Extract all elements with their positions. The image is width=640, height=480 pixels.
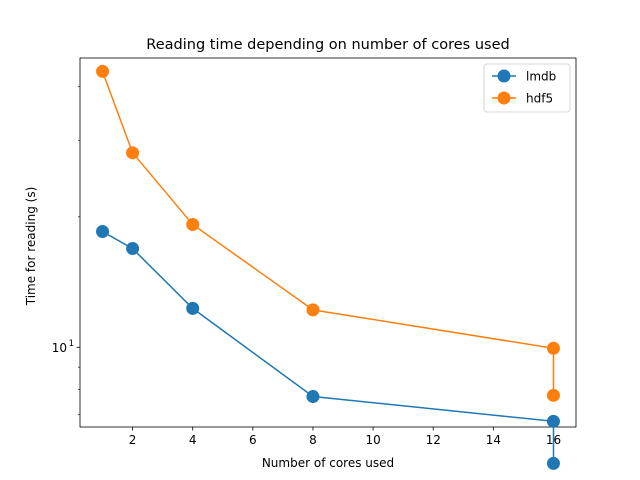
axes-frame: [79, 57, 577, 428]
x-tick-label: 8: [309, 433, 317, 447]
data-point-lmdb: [126, 242, 140, 256]
x-tick-label: 12: [426, 433, 441, 447]
data-point-hdf5: [186, 218, 200, 232]
data-point-hdf5: [126, 146, 140, 160]
legend-marker-hdf5: [497, 91, 511, 105]
series-line-hdf5: [101, 71, 555, 396]
data-point-hdf5: [546, 341, 560, 355]
legend: lmdb hdf5: [483, 63, 571, 113]
series-line-lmdb: [102, 230, 555, 464]
x-tick-label: 4: [189, 433, 197, 447]
data-point-lmdb: [306, 390, 320, 404]
data-point-lmdb: [96, 225, 110, 239]
data-point-lmdb: [546, 456, 560, 470]
x-tick-label: 10: [365, 433, 380, 447]
data-point-hdf5: [306, 303, 320, 317]
legend-label-hdf5: hdf5: [526, 92, 553, 106]
y-axis-label: Time for reading (s): [24, 187, 38, 307]
data-point-hdf5: [96, 64, 110, 78]
x-tick-label: 2: [129, 433, 137, 447]
data-point-hdf5: [546, 388, 560, 402]
y-tick-label: 10: [52, 341, 67, 355]
y-tick-label-exponent: 1: [69, 339, 74, 349]
legend-label-lmdb: lmdb: [526, 70, 556, 84]
legend-marker-lmdb: [497, 69, 511, 83]
x-axis-label: Number of cores used: [262, 456, 394, 470]
chart-title: Reading time depending on number of core…: [146, 37, 509, 53]
data-point-lmdb: [186, 301, 200, 315]
x-tick-label: 14: [486, 433, 501, 447]
x-tick-label: 6: [249, 433, 257, 447]
data-point-lmdb: [546, 414, 560, 428]
